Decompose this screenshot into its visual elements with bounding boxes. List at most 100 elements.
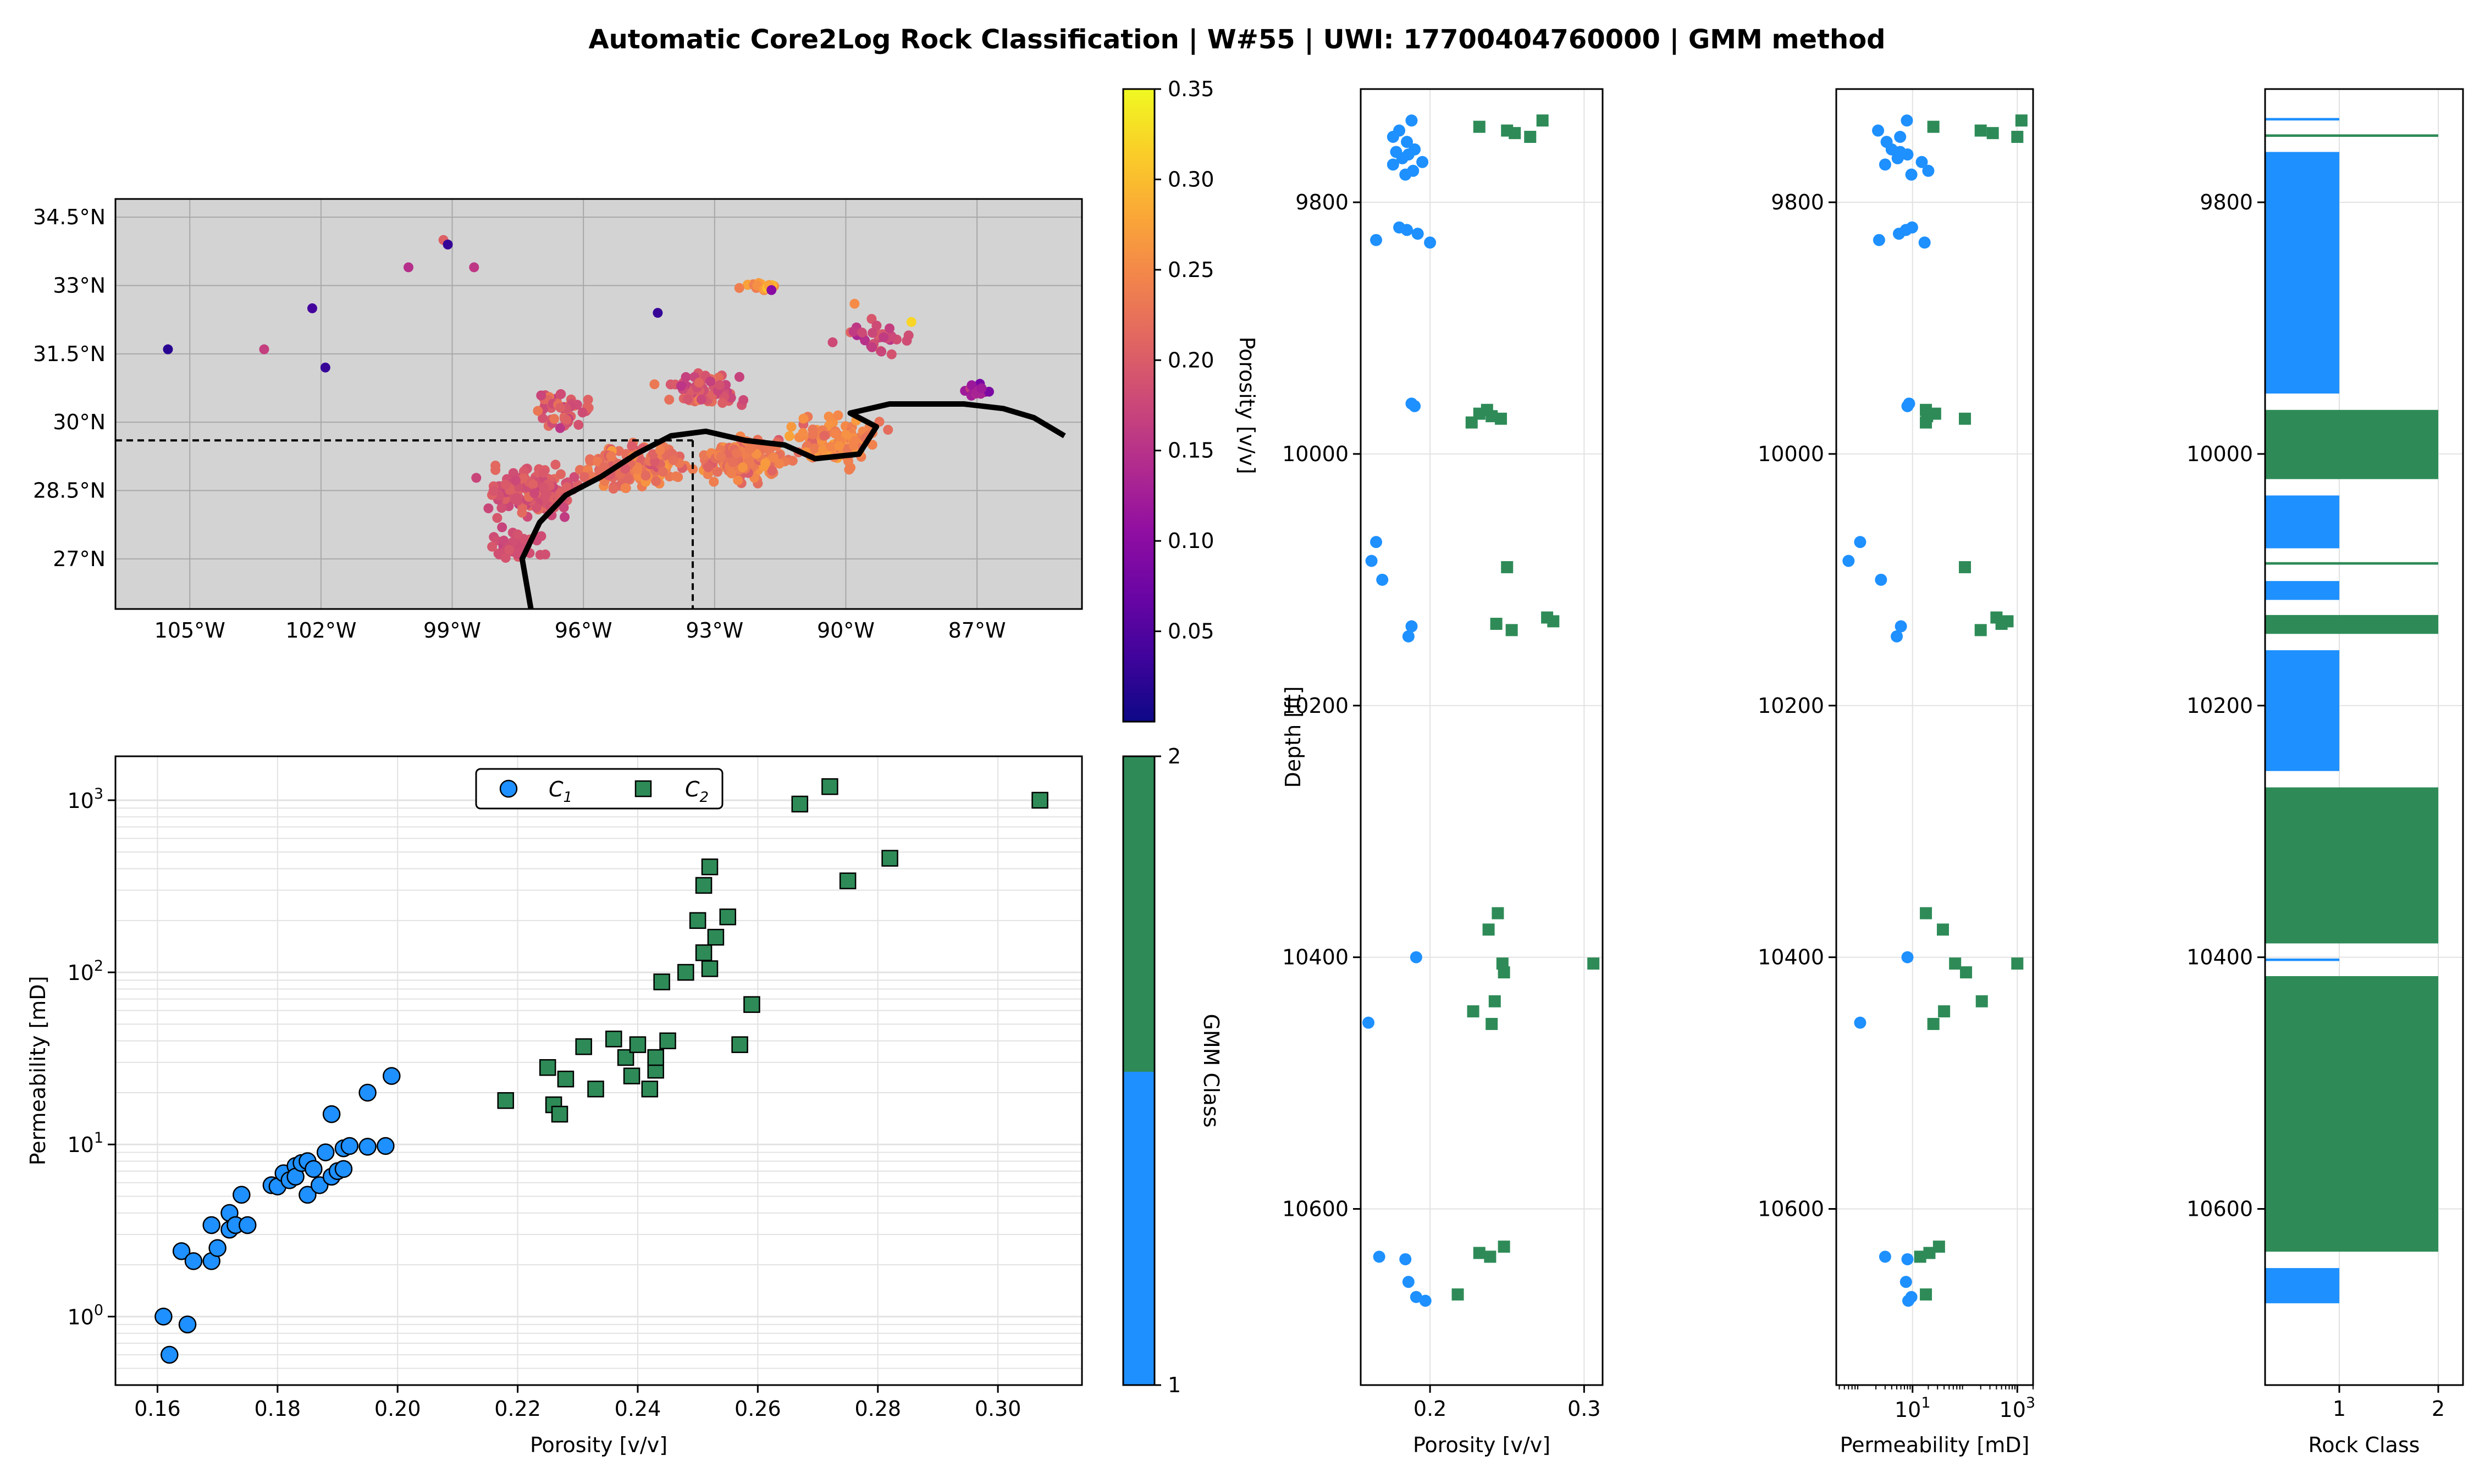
map-well-point — [585, 454, 595, 464]
map-well-point — [307, 303, 317, 313]
porosity-point-c2 — [1501, 561, 1514, 573]
map-well-point — [984, 386, 994, 397]
map-well-point — [868, 328, 878, 338]
map-well-point — [819, 430, 830, 441]
crossplot-point-c1 — [154, 1308, 173, 1326]
permeability-point-c2 — [1949, 957, 1962, 970]
crossplot-point-c2 — [497, 1092, 515, 1109]
crossplot-point-c1 — [383, 1067, 401, 1085]
permeability-point-c2 — [2001, 615, 2014, 628]
class-colorbar-segment-2 — [1123, 756, 1155, 1072]
track-xlabel: Rock Class — [2309, 1433, 2420, 1457]
map-well-point — [769, 452, 779, 463]
map-well-point — [471, 473, 482, 483]
track-xtick-label: 0.2 — [1413, 1397, 1446, 1421]
map-well-point — [830, 428, 840, 439]
map-well-point — [651, 476, 661, 486]
porosity-point-c1 — [1399, 168, 1412, 181]
crossplot-xtick-label: 0.30 — [975, 1397, 1021, 1421]
track-ytick-label: 10600 — [1758, 1197, 1824, 1221]
map-well-point — [540, 491, 550, 501]
crossplot-point-c1 — [238, 1216, 257, 1234]
map-lon-label: 87°W — [948, 618, 1006, 643]
map-lon-label: 99°W — [423, 618, 481, 643]
map-well-point — [163, 344, 173, 355]
map-well-point — [850, 436, 860, 446]
track-ylabel: Depth [ft] — [1281, 686, 1305, 788]
map-well-point — [529, 488, 540, 499]
map-well-point — [487, 541, 498, 552]
permeability-point-c2 — [1927, 1017, 1940, 1030]
crossplot-point-c1 — [161, 1345, 179, 1364]
porosity-point-c1 — [1402, 630, 1415, 643]
crossplot-point-c2 — [881, 850, 898, 867]
track-ytick-label: 10400 — [1282, 945, 1349, 970]
track-ytick-label: 9800 — [2200, 190, 2253, 214]
rock-class-interval-1 — [2265, 650, 2339, 771]
map-well-point — [902, 335, 912, 346]
permeability-point-c1 — [1905, 168, 1918, 181]
track-ytick-label: 10200 — [1758, 694, 1824, 718]
colorbar-tick-label: 0.05 — [1168, 619, 1214, 644]
permeability-point-c2 — [2015, 114, 2028, 127]
map-well-point — [620, 463, 631, 474]
porosity-point-c1 — [1370, 234, 1383, 246]
porosity-point-c2 — [1485, 410, 1498, 423]
map-well-point — [696, 394, 706, 405]
porosity-point-c2 — [1451, 1288, 1464, 1301]
map-well-point — [497, 522, 507, 533]
permeability-point-c1 — [1918, 236, 1931, 249]
porosity-point-c1 — [1419, 1294, 1432, 1307]
crossplot-point-c2 — [539, 1059, 556, 1076]
porosity-point-c1 — [1387, 130, 1399, 143]
rock-class-interval-2 — [2265, 614, 2438, 634]
map-well-point — [886, 349, 897, 359]
porosity-point-c1 — [1370, 536, 1383, 549]
map-well-point — [879, 332, 889, 342]
permeability-point-c1 — [1915, 156, 1928, 168]
figure-title: Automatic Core2Log Rock Classification |… — [588, 24, 1885, 55]
map-well-point — [492, 513, 502, 523]
map-well-point — [726, 468, 737, 479]
permeability-point-c2 — [1960, 966, 1973, 979]
map-well-point — [717, 398, 728, 408]
map-well-point — [764, 445, 774, 456]
map-well-point — [826, 441, 836, 452]
rock-class-interval-1 — [2265, 495, 2339, 549]
rock-class-track-frame — [2264, 88, 2464, 1386]
porosity-point-c1 — [1365, 555, 1378, 567]
map-well-point — [536, 390, 546, 401]
crossplot-point-c1 — [316, 1143, 335, 1161]
rock-class-track: 9800 10000 10200 10400 10600 Rock Class 1 2 — [2186, 88, 2464, 1457]
map-well-point — [844, 464, 854, 475]
map-well-point — [556, 389, 566, 400]
map-well-point — [715, 380, 725, 390]
map-well-point — [559, 502, 569, 513]
map-well-point — [403, 262, 413, 273]
class-colorbar-label: GMM Class — [1199, 1014, 1223, 1127]
map-well-point — [774, 458, 785, 469]
map-well-point — [658, 467, 668, 477]
map-well-point — [528, 479, 538, 490]
rock-class-interval-2 — [2265, 787, 2438, 944]
map-well-point — [627, 441, 637, 451]
permeability-track-frame — [1835, 88, 2034, 1386]
map-well-point — [885, 323, 895, 334]
map-well-point — [744, 444, 755, 455]
porosity-point-c1 — [1387, 158, 1399, 171]
track-ytick-label: 10600 — [2186, 1197, 2253, 1221]
crossplot-point-c1 — [377, 1137, 395, 1155]
permeability-point-c2 — [1959, 412, 1972, 425]
map-well-point — [734, 372, 744, 382]
map-well-point — [632, 464, 643, 475]
permeability-point-c1 — [1922, 164, 1935, 177]
crossplot-point-c2 — [731, 1036, 748, 1053]
permeability-point-c2 — [1990, 611, 2003, 624]
crossplot-point-c2 — [557, 1070, 575, 1088]
crossplot-xtick-label: 0.16 — [134, 1397, 181, 1421]
map-well-point — [737, 462, 748, 473]
map-well-point — [538, 482, 549, 492]
crossplot-point-c2 — [839, 872, 857, 889]
map-well-point — [575, 464, 585, 475]
crossplot-point-c1 — [184, 1252, 203, 1270]
